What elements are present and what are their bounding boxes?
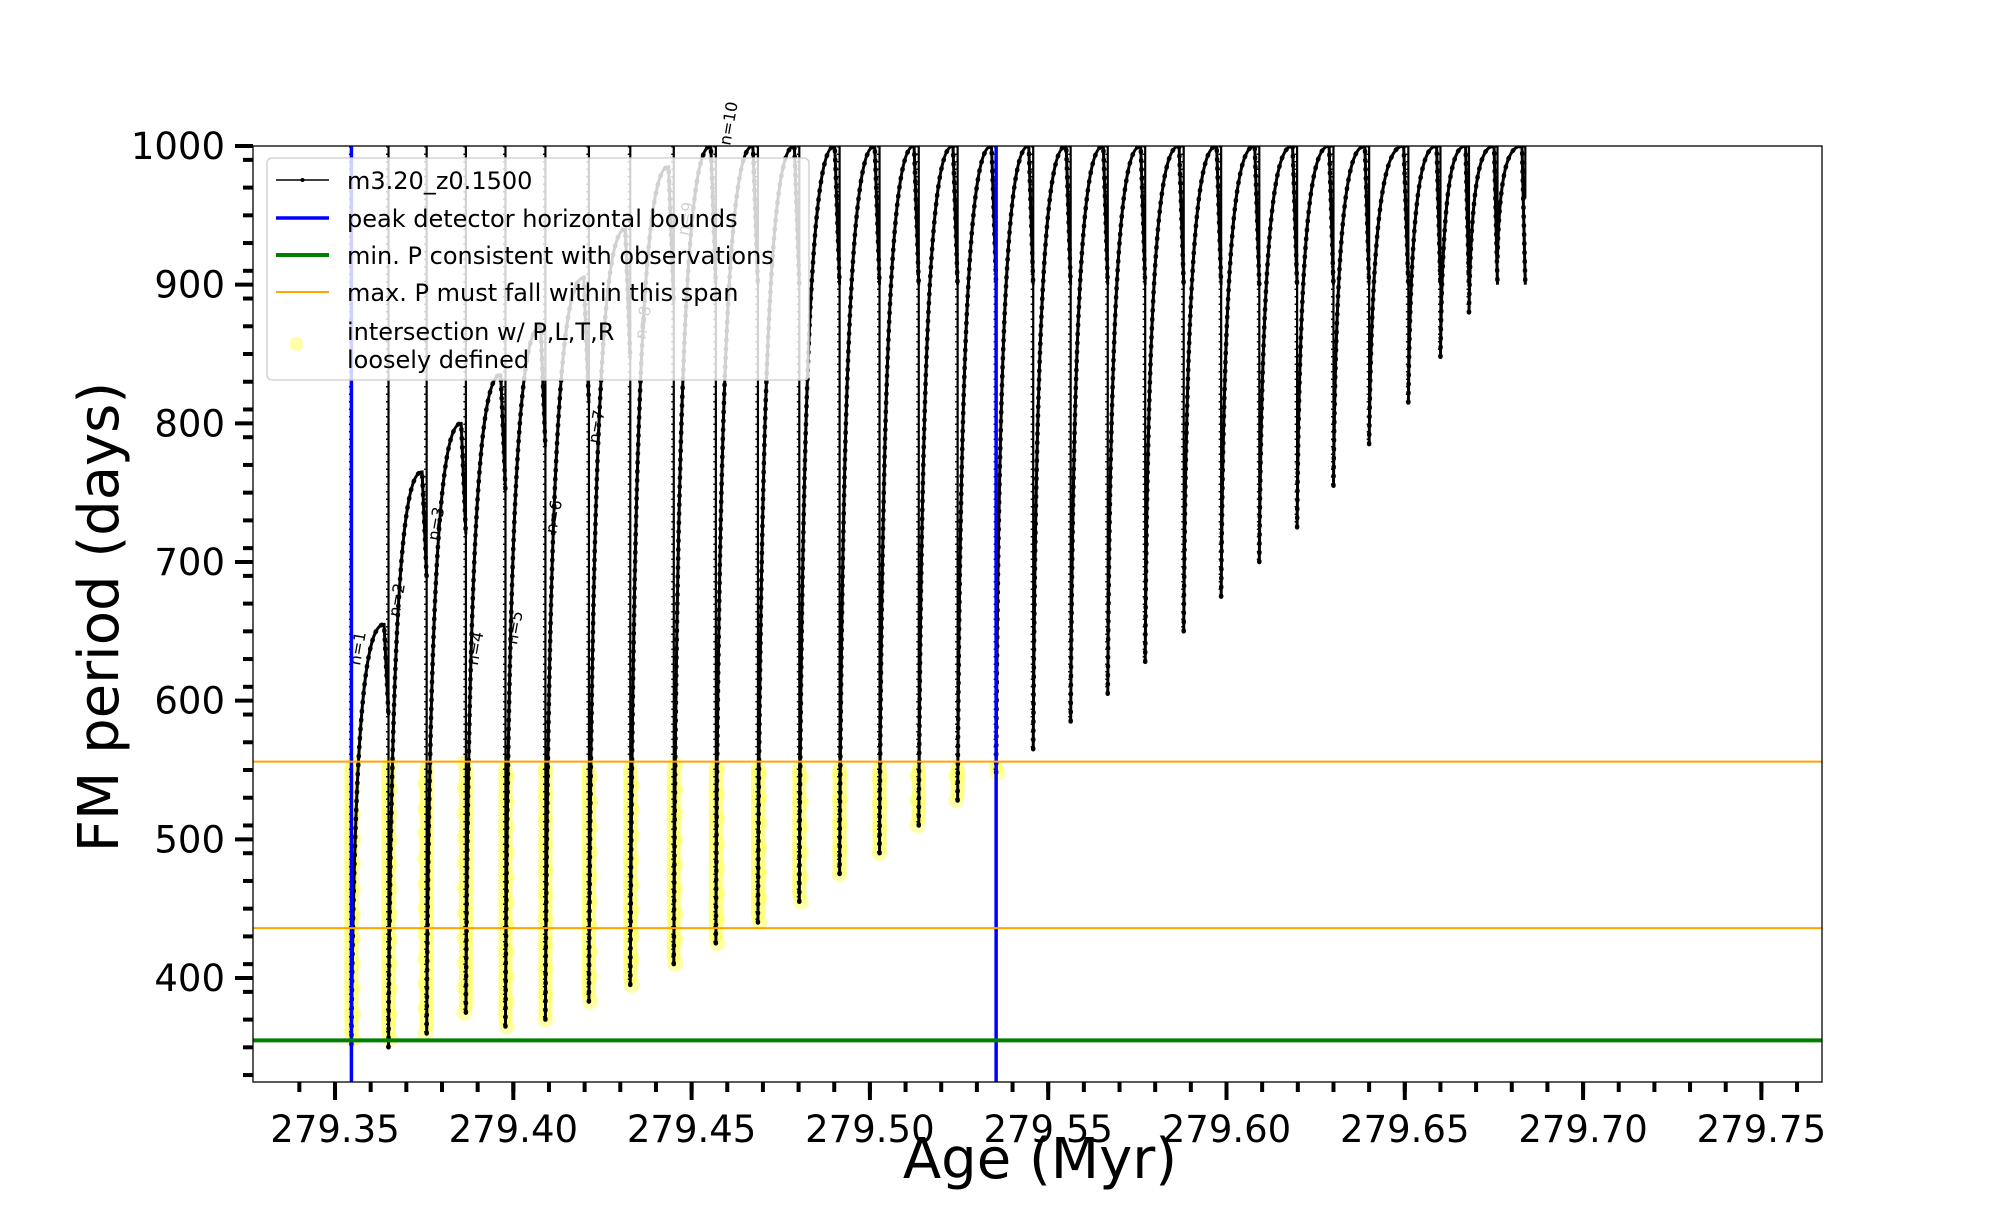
pulse-curve-3 [425, 421, 468, 1034]
pulse-curve-dots-27 [1366, 146, 1411, 447]
y-tick-label-2: 500 [154, 818, 225, 861]
intersection-point-16 [948, 767, 965, 784]
pulse-curve-18 [1031, 146, 1073, 750]
legend-label-3: min. P consistent with observations [347, 242, 774, 270]
pulse-label-10: n=10 [715, 100, 741, 147]
intersection-point-3 [417, 900, 434, 917]
pulse-curve-dots-30 [1466, 146, 1500, 315]
pulse-curve-dots-25 [1294, 146, 1336, 530]
pulse-curve-dots-16 [955, 146, 999, 803]
legend-handle-intersection [289, 337, 304, 351]
pulse-curve-dots-4 [463, 372, 508, 1015]
plot-content [344, 146, 1528, 1050]
y-tick-label-1: 400 [154, 957, 225, 1000]
pulse-curve-dots-13 [837, 146, 882, 877]
x-axis-title: Age (Myr) [903, 1127, 1177, 1192]
pulse-curve-dots-14 [877, 146, 922, 856]
plot-area: n=1n=2n=3n=4n=5n=6n=7n=8n=9n=10 [253, 100, 1822, 1082]
pulse-curve-20 [1106, 146, 1147, 694]
y-tick-label-5: 800 [154, 402, 225, 445]
legend-handle-track-marker [300, 178, 305, 182]
x-tick-label-2: 279.40 [449, 1108, 578, 1151]
pulse-curve-17 [994, 146, 1035, 773]
y-tick-label-4: 700 [154, 541, 225, 584]
axes: 279.35 279.40 279.45 279.50 279.55 279.60 279.… [131, 125, 1826, 1151]
pulse-curve-dots-20 [1105, 146, 1148, 696]
legend-label-4: max. P must fall within this span [347, 279, 738, 307]
pulse-curve-dots-18 [1030, 146, 1073, 752]
pulse-curve-dots-26 [1331, 146, 1372, 488]
y-tick-label-7: 1000 [131, 125, 225, 168]
legend-label-5-line-1: intersection w/ P,L,T,R [347, 318, 614, 346]
y-axis-title: FM period (days) [67, 382, 132, 852]
pulse-curve-dots-23 [1218, 146, 1262, 599]
pulse-label-1: n=1 [345, 630, 370, 667]
intersection-point-15 [909, 792, 926, 809]
y-tick-label-6: 900 [154, 264, 225, 307]
pulse-curve-dots-21 [1142, 146, 1186, 665]
legend-label-1: m3.20_z0.1500 [347, 167, 532, 195]
pulse-curve-dots-22 [1181, 146, 1224, 634]
pulse-curve-21 [1143, 146, 1186, 662]
x-tick-label-8: 279.70 [1518, 1108, 1647, 1151]
x-tick-label-3: 279.45 [627, 1108, 756, 1151]
x-tick-label-6: 279.60 [1162, 1108, 1291, 1151]
x-tick-label-4: 279.50 [805, 1108, 934, 1151]
x-tick-label-1: 279.35 [270, 1108, 399, 1151]
legend-label-5-line-2: loosely defined [347, 346, 529, 374]
intersection-point-4 [456, 929, 473, 946]
pulse-curve-dots-28 [1406, 146, 1443, 405]
pulse-curve-dots-15 [916, 146, 960, 828]
intersection-point-4 [456, 979, 473, 996]
pulse-curve-15 [917, 146, 960, 826]
pulse-curve-31 [1496, 146, 1527, 285]
pulse-curve-dots-7 [586, 226, 633, 1004]
x-tick-label-9: 279.75 [1697, 1108, 1826, 1151]
pulse-curve-dots-19 [1068, 146, 1110, 724]
pulse-curve-dots-12 [797, 146, 842, 904]
pulse-curve-27 [1367, 146, 1410, 445]
pulse-curve-dots-17 [993, 146, 1036, 776]
legend-label-2: peak detector horizontal bounds [347, 205, 738, 233]
pulse-curve-dots-24 [1257, 146, 1300, 565]
intersection-point-2 [382, 756, 399, 773]
intersection-point-4 [456, 854, 473, 871]
pulse-curve-13 [838, 146, 882, 875]
pulse-label-7: n=7 [584, 408, 609, 445]
plot-frame [252, 145, 1823, 1083]
pulse-curve-dots-1 [349, 622, 391, 1047]
legend-box [266, 157, 810, 381]
pulse-curve-29 [1438, 146, 1471, 357]
x-tick-label-5: 279.55 [983, 1108, 1112, 1151]
intersection-point-4 [456, 904, 473, 921]
pulse-curve-14 [878, 146, 921, 854]
pulse-curve-25 [1295, 146, 1335, 528]
y-tick-label-3: 600 [154, 680, 225, 723]
intersection-point-3 [417, 950, 434, 967]
legend-label-5: intersection w/ P,L,T,R loosely defined [347, 318, 614, 374]
pulse-curve-16 [956, 146, 998, 801]
pulse-curve-dots-2 [386, 469, 429, 1050]
x-tick-label-7: 279.65 [1340, 1108, 1469, 1151]
pulse-curve-dots-5 [503, 324, 548, 1029]
